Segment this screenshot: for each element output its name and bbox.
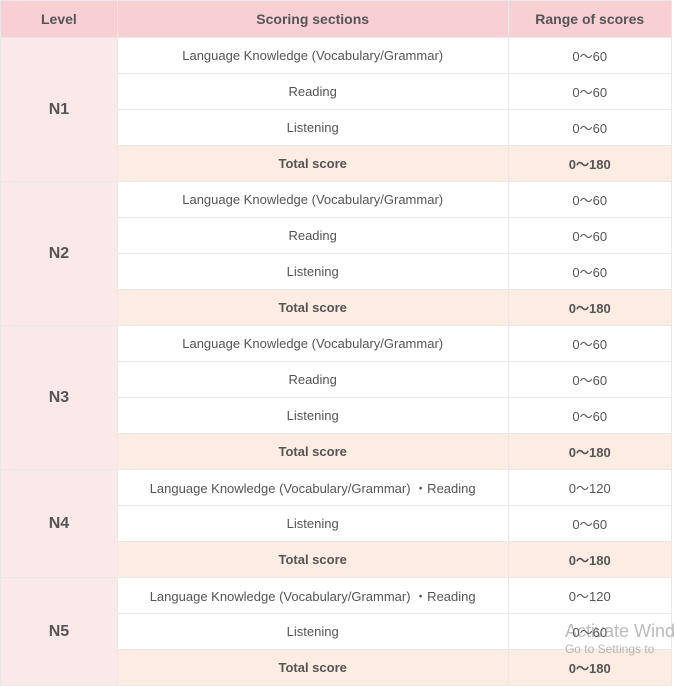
- col-sections: Scoring sections: [117, 1, 508, 38]
- level-cell: N3: [1, 326, 118, 470]
- range-cell: 0～60: [508, 110, 671, 146]
- range-cell: 0～60: [508, 38, 671, 74]
- level-cell: N2: [1, 182, 118, 326]
- level-cell: N5: [1, 578, 118, 686]
- range-cell: 0～60: [508, 254, 671, 290]
- range-cell: 0～180: [508, 542, 671, 578]
- section-cell: Reading: [117, 362, 508, 398]
- section-cell: Language Knowledge (Vocabulary/Grammar): [117, 182, 508, 218]
- section-cell: Listening: [117, 398, 508, 434]
- section-cell: Listening: [117, 614, 508, 650]
- range-cell: 0～60: [508, 218, 671, 254]
- range-cell: 0～60: [508, 182, 671, 218]
- section-cell: Reading: [117, 218, 508, 254]
- section-cell: Listening: [117, 110, 508, 146]
- level-cell: N1: [1, 38, 118, 182]
- range-cell: 0～180: [508, 146, 671, 182]
- table-row: N1Language Knowledge (Vocabulary/Grammar…: [1, 38, 672, 74]
- range-cell: 0～180: [508, 290, 671, 326]
- range-cell: 0～60: [508, 614, 671, 650]
- range-cell: 0～60: [508, 326, 671, 362]
- level-cell: N4: [1, 470, 118, 578]
- table-row: N4Language Knowledge (Vocabulary/Grammar…: [1, 470, 672, 506]
- section-cell: Listening: [117, 254, 508, 290]
- range-cell: 0～60: [508, 506, 671, 542]
- col-range: Range of scores: [508, 1, 671, 38]
- range-cell: 0～120: [508, 578, 671, 614]
- section-cell: Language Knowledge (Vocabulary/Grammar): [117, 38, 508, 74]
- section-cell: Total score: [117, 146, 508, 182]
- header-row: Level Scoring sections Range of scores: [1, 1, 672, 38]
- range-cell: 0～60: [508, 398, 671, 434]
- section-cell: Total score: [117, 650, 508, 686]
- section-cell: Language Knowledge (Vocabulary/Grammar): [117, 326, 508, 362]
- table-row: N2Language Knowledge (Vocabulary/Grammar…: [1, 182, 672, 218]
- section-cell: Total score: [117, 542, 508, 578]
- range-cell: 0～180: [508, 434, 671, 470]
- scoring-table: Level Scoring sections Range of scores N…: [0, 0, 672, 686]
- section-cell: Listening: [117, 506, 508, 542]
- section-cell: Total score: [117, 434, 508, 470]
- section-cell: Reading: [117, 74, 508, 110]
- range-cell: 0～60: [508, 74, 671, 110]
- section-cell: Language Knowledge (Vocabulary/Grammar) …: [117, 578, 508, 614]
- table-row: N5Language Knowledge (Vocabulary/Grammar…: [1, 578, 672, 614]
- section-cell: Language Knowledge (Vocabulary/Grammar) …: [117, 470, 508, 506]
- col-level: Level: [1, 1, 118, 38]
- section-cell: Total score: [117, 290, 508, 326]
- range-cell: 0～180: [508, 650, 671, 686]
- table-row: N3Language Knowledge (Vocabulary/Grammar…: [1, 326, 672, 362]
- range-cell: 0～120: [508, 470, 671, 506]
- range-cell: 0～60: [508, 362, 671, 398]
